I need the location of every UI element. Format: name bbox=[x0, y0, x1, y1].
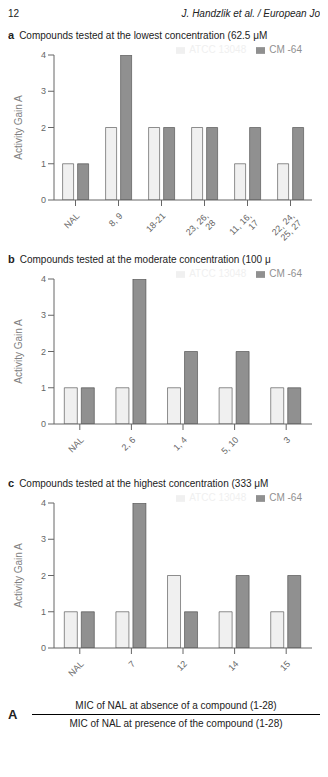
svg-text:11, 16,17: 11, 16,17 bbox=[227, 211, 260, 244]
html-text:J. Handzlik et al. / European: J. Handzlik et al. / European Jo bbox=[181, 8, 320, 19]
html-text:a Compounds tested at the lowe: a Compounds tested at the lowest concent… bbox=[8, 29, 268, 41]
svg-text:5, 10: 5, 10 bbox=[219, 435, 240, 456]
svg-text:0: 0 bbox=[41, 195, 46, 205]
svg-text:Activity Gain A: Activity Gain A bbox=[13, 319, 24, 384]
svg-text:NAL: NAL bbox=[62, 211, 81, 230]
svg-text:2: 2 bbox=[41, 347, 46, 357]
svg-text:0: 0 bbox=[41, 419, 46, 429]
svg-text:3: 3 bbox=[41, 86, 46, 96]
html-text:CM -64: CM -64 bbox=[269, 44, 302, 55]
svg-text:1: 1 bbox=[41, 607, 46, 617]
html-text:ATCC 13048: ATCC 13048 bbox=[189, 44, 247, 55]
svg-text:1: 1 bbox=[41, 383, 46, 393]
svg-text:4: 4 bbox=[41, 274, 46, 284]
html-text:MIC of NAL at presence of the: MIC of NAL at presence of the compound (… bbox=[69, 718, 283, 729]
svg-text:15: 15 bbox=[278, 659, 292, 673]
svg-text:12: 12 bbox=[175, 659, 189, 673]
svg-text:4: 4 bbox=[41, 498, 46, 508]
svg-text:3: 3 bbox=[282, 435, 293, 446]
svg-text:4: 4 bbox=[41, 50, 46, 60]
svg-text:Activity Gain A: Activity Gain A bbox=[13, 95, 24, 160]
svg-text:Activity Gain A: Activity Gain A bbox=[13, 543, 24, 608]
svg-text:2: 2 bbox=[41, 571, 46, 581]
svg-text:3: 3 bbox=[41, 534, 46, 544]
html-text:MIC of NAL at absence of a com: MIC of NAL at absence of a compound (1-2… bbox=[75, 700, 277, 711]
html-text:ATCC 13048: ATCC 13048 bbox=[189, 268, 247, 279]
svg-text:NAL: NAL bbox=[66, 435, 85, 454]
html-text:CM -64: CM -64 bbox=[269, 492, 302, 503]
svg-text:2, 6: 2, 6 bbox=[120, 435, 138, 453]
svg-text:NAL: NAL bbox=[66, 659, 85, 678]
html-text:12: 12 bbox=[8, 8, 20, 19]
html-text:CM -64: CM -64 bbox=[269, 268, 302, 279]
svg-text:0: 0 bbox=[41, 643, 46, 653]
svg-text:3: 3 bbox=[41, 310, 46, 320]
svg-text:7: 7 bbox=[127, 659, 138, 670]
svg-text:22, 24,25, 27: 22, 24,25, 27 bbox=[270, 211, 304, 245]
html-text:A: A bbox=[8, 707, 18, 722]
svg-text:18-21: 18-21 bbox=[144, 211, 167, 234]
svg-text:2: 2 bbox=[41, 123, 46, 133]
svg-text:8, 9: 8, 9 bbox=[107, 211, 125, 229]
svg-text:14: 14 bbox=[226, 659, 240, 673]
svg-text:1: 1 bbox=[41, 159, 46, 169]
svg-text:23, 26,28: 23, 26,28 bbox=[184, 211, 218, 245]
html-text:c Compounds tested at the high: c Compounds tested at the highest concen… bbox=[8, 477, 269, 489]
html-text:ATCC 13048: ATCC 13048 bbox=[189, 492, 247, 503]
svg-text:1, 4: 1, 4 bbox=[171, 435, 189, 453]
html-text:b Compounds tested at the mode: b Compounds tested at the moderate conce… bbox=[8, 253, 271, 265]
